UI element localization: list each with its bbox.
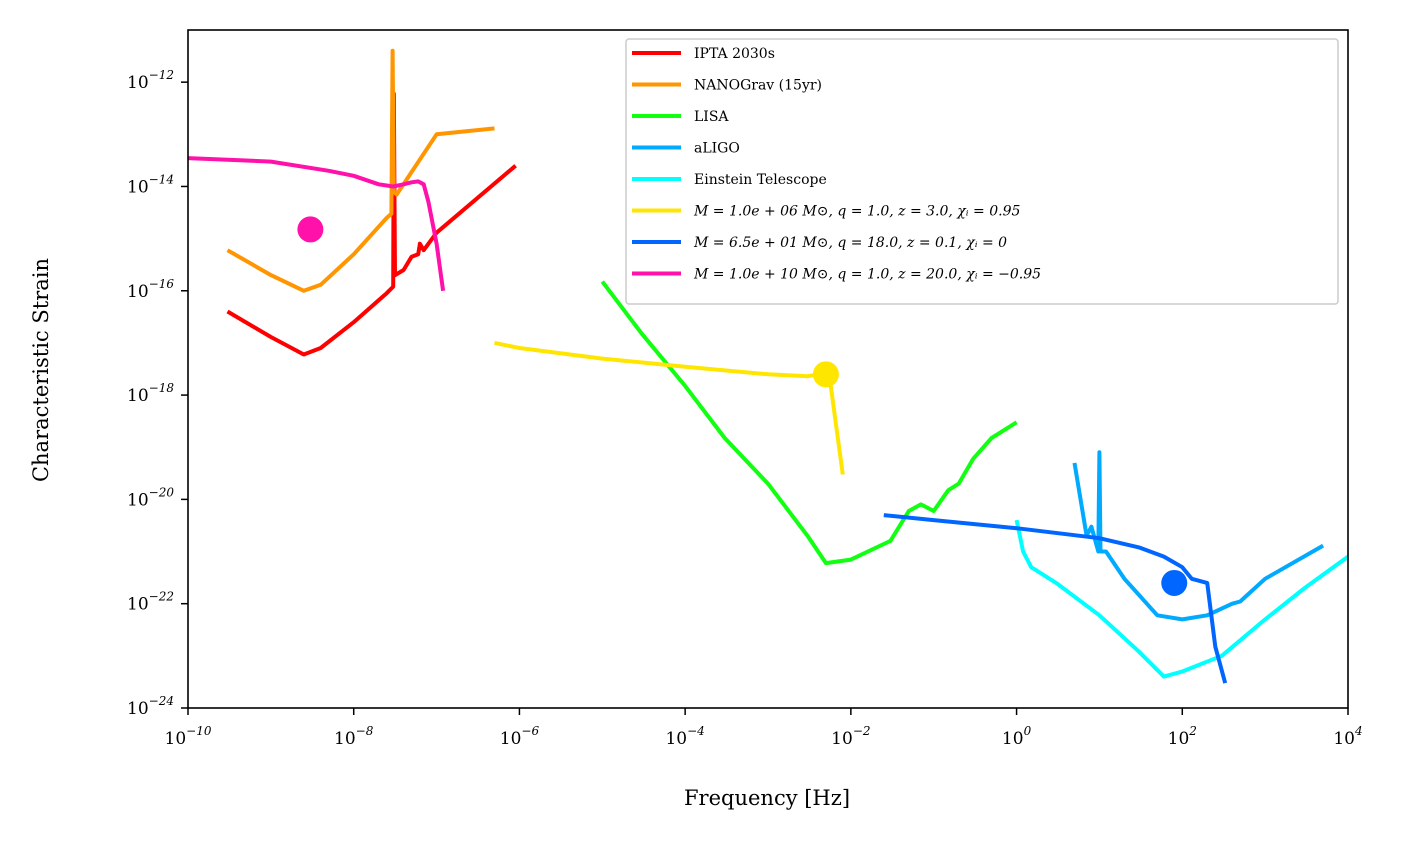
series-line-4 (1014, 519, 1348, 679)
y-axis-ticks: 10−24 10−22 10−20 10−18 10−16 10−14 10−12 (127, 68, 188, 719)
legend-label-6: M = 6.5e + 01 M⊙, q = 18.0, z = 0.1, χᵢ … (693, 235, 1007, 251)
source-marker-6 (1161, 569, 1188, 596)
x-tick-label-5: 100 (1002, 724, 1032, 749)
series-line-1 (226, 48, 495, 293)
series-layer (188, 48, 1348, 684)
y-tick-label-1: 10−22 (127, 590, 174, 615)
source-marker-5 (812, 361, 839, 388)
series-line-0 (226, 91, 517, 357)
series-line-3 (1072, 450, 1325, 622)
legend-label-2: LISA (694, 109, 729, 125)
legend-label-4: Einstein Telescope (694, 172, 827, 188)
y-tick-label-5: 10−14 (127, 172, 174, 197)
legend-label-3: aLIGO (694, 141, 740, 157)
x-tick-label-1: 10−8 (334, 724, 374, 749)
y-tick-label-0: 10−24 (127, 694, 174, 719)
source-marker-7 (297, 216, 324, 243)
x-tick-label-2: 10−6 (500, 724, 540, 749)
series-line-5 (494, 340, 845, 475)
x-tick-label-3: 10−4 (665, 724, 704, 749)
plot-frame (187, 29, 1349, 709)
y-tick-label-4: 10−16 (127, 277, 174, 302)
series-line-6 (883, 513, 1228, 684)
legend-label-1: NANOGrav (15yr) (694, 78, 822, 94)
marker-layer (297, 216, 1188, 596)
series-line-7 (188, 156, 446, 292)
legend-label-0: IPTA 2030s (694, 46, 775, 62)
x-tick-label-0: 10−10 (165, 724, 212, 749)
x-tick-label-7: 104 (1333, 724, 1362, 749)
x-tick-label-6: 102 (1168, 724, 1197, 749)
y-tick-label-6: 10−12 (127, 68, 174, 93)
y-axis-title: Characteristic Strain (29, 258, 53, 482)
legend-box (625, 38, 1339, 305)
y-tick-label-3: 10−18 (127, 381, 174, 406)
x-tick-label-4: 10−2 (831, 724, 870, 749)
y-tick-label-2: 10−20 (127, 485, 174, 510)
legend-items: IPTA 2030s NANOGrav (15yr) LISA aLIGO Einste… (632, 46, 1041, 283)
legend: IPTA 2030s NANOGrav (15yr) LISA aLIGO Einste… (625, 38, 1339, 305)
series-line-2 (600, 280, 1018, 566)
legend-label-7: M = 1.0e + 10 M⊙, q = 1.0, z = 20.0, χᵢ … (693, 267, 1041, 283)
legend-label-5: M = 1.0e + 06 M⊙, q = 1.0, z = 3.0, χᵢ =… (693, 204, 1021, 220)
x-axis-title: Frequency [Hz] (684, 786, 850, 810)
x-axis-ticks: 10−10 10−8 10−6 10−4 10−2 100 102 104 (165, 708, 1363, 749)
